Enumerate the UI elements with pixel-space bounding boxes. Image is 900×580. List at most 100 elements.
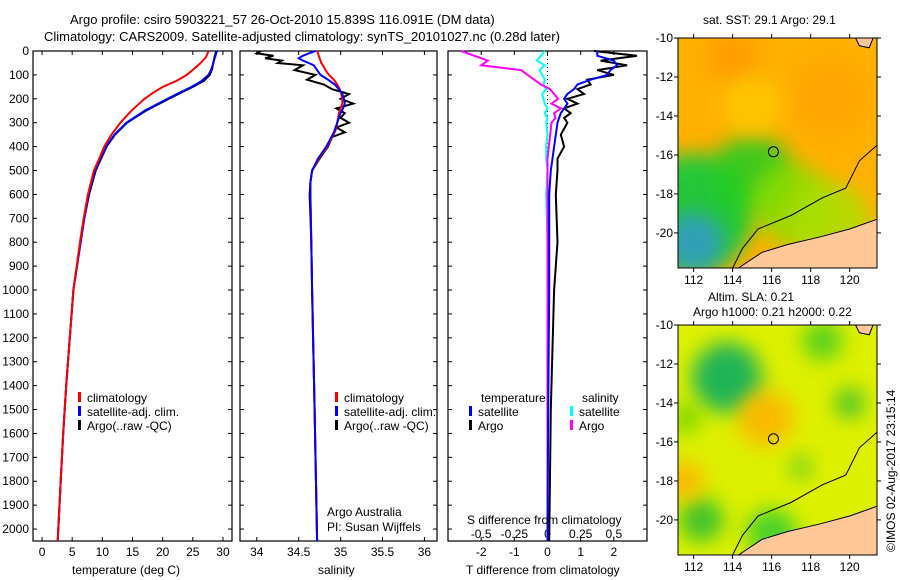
t-satellite-diff-line	[546, 51, 619, 542]
sdiff-tick-label: 0.5	[605, 527, 622, 541]
map-frame	[677, 324, 878, 556]
legend-label: Argo(..raw -QC)	[87, 419, 172, 433]
tdiff-xlabel: T difference from climatology	[466, 563, 620, 577]
y-tick-label: 0	[22, 44, 29, 58]
tdiff-tick-label: 2	[610, 545, 617, 559]
lat-tick-label: -20	[656, 226, 674, 240]
y-tick-label: 1400	[2, 379, 29, 393]
legend-title: temperature	[481, 391, 546, 405]
land-polygon	[854, 38, 874, 49]
map-blob	[678, 460, 704, 501]
sdiff-tick-label: -0.5	[471, 527, 492, 541]
map-blob	[691, 342, 762, 413]
sal-legend: climatology satellite-adj. clim. Argo(..…	[335, 391, 436, 433]
isobath-line	[732, 431, 877, 555]
temperature-line-0	[56, 50, 210, 542]
lat-tick-label: -12	[656, 70, 674, 84]
legend-swatch	[78, 392, 81, 402]
lon-tick-label: 120	[840, 560, 860, 574]
lon-tick-label: 114	[723, 273, 742, 287]
lat-tick-label: -20	[656, 513, 674, 527]
legend-swatch	[570, 420, 573, 430]
temperature-tick-label: 15	[126, 545, 140, 559]
salinity-tick-label: 35.5	[371, 545, 395, 559]
salinity-tick-label: 34	[250, 545, 264, 559]
tdiff-legend: temperature satellite Argo	[469, 391, 546, 433]
t-argo-diff-line	[548, 50, 638, 542]
legend-label: satellite-adj. clim.	[87, 405, 180, 419]
y-tick-label: 400	[9, 140, 29, 154]
lon-tick-label: 112	[684, 273, 703, 287]
legend-item-argo: Argo(..raw -QC)	[78, 419, 179, 433]
salinity-line-2	[253, 50, 357, 542]
legend-swatch	[335, 420, 338, 430]
y-tick-label: 200	[9, 92, 29, 106]
land-polygon	[854, 325, 874, 336]
y-tick-label: 100	[9, 68, 29, 82]
legend-label: climatology	[344, 391, 405, 405]
land-polygon	[737, 505, 877, 555]
map-blob	[834, 387, 865, 418]
sst-map-title: sat. SST: 29.1 Argo: 29.1	[703, 13, 836, 27]
map-blob	[678, 212, 724, 268]
sdiff-tick-label: -0.25	[501, 527, 529, 541]
title-line-2: Climatology: CARS2009. Satellite-adjuste…	[44, 29, 560, 44]
lat-tick-label: -10	[656, 318, 674, 332]
salinity-tick-label: 35	[334, 545, 348, 559]
legend-label: Argo	[478, 419, 504, 433]
isobath-line	[732, 144, 877, 268]
lon-tick-label: 114	[723, 560, 742, 574]
temperature-tick-label: 20	[156, 545, 170, 559]
lat-tick-label: -16	[656, 148, 674, 162]
legend-swatch	[469, 406, 472, 416]
y-tick-label: 700	[9, 211, 29, 225]
s-argo-diff-line	[460, 50, 563, 541]
sdiff-xlabel: S difference from climatology	[467, 513, 622, 527]
lat-tick-label: -18	[656, 187, 674, 201]
argo-location-marker	[767, 146, 779, 158]
map-blob	[678, 403, 701, 434]
y-tick-label: 1700	[2, 450, 29, 464]
lat-tick-label: -14	[656, 109, 674, 123]
sdiff-legend: salinity satellite Argo	[570, 391, 620, 433]
plot-frame	[32, 50, 233, 542]
y-tick-label: 1800	[2, 474, 29, 488]
argo-location-marker	[767, 433, 779, 445]
tdiff-tick-label: 1	[577, 545, 584, 559]
y-tick-label: 1100	[3, 307, 29, 321]
temperature-line-1	[56, 50, 218, 542]
temperature-xlabel: temperature (deg C)	[72, 563, 181, 577]
lat-tick-label: -12	[656, 357, 674, 371]
legend-label: satellite-adj. clim.	[344, 405, 437, 419]
legend-title: salinity	[582, 391, 619, 405]
y-tick-label: 1200	[2, 331, 29, 345]
tdiff-tick-label: -1	[509, 545, 520, 559]
salinity-annotation-1: Argo Australia	[327, 505, 402, 519]
lon-tick-label: 116	[762, 560, 781, 574]
y-tick-label: 1500	[2, 403, 29, 417]
y-tick-label: 1000	[2, 283, 29, 297]
temperature-tick-label: 0	[39, 545, 46, 559]
temperature-tick-label: 5	[69, 545, 76, 559]
y-tick-label: 900	[9, 259, 29, 273]
legend-swatch	[78, 420, 81, 430]
legend-swatch	[469, 420, 472, 430]
lat-tick-label: -10	[656, 31, 674, 45]
lon-tick-label: 118	[801, 560, 820, 574]
legend-label: satellite	[478, 405, 519, 419]
map-blob	[722, 76, 783, 137]
lat-tick-label: -18	[656, 474, 674, 488]
lon-tick-label: 118	[801, 273, 820, 287]
sla-map-field	[678, 325, 877, 555]
y-tick-label: 600	[9, 187, 29, 201]
salinity-line-1	[296, 50, 346, 542]
salinity-tick-label: 36	[418, 545, 432, 559]
title-line-1: Argo profile: csiro 5903221_57 26-Oct-20…	[70, 12, 495, 27]
lon-tick-label: 116	[762, 273, 781, 287]
temperature-tick-label: 30	[216, 545, 230, 559]
legend-item-satellite: satellite-adj. clim.	[78, 405, 179, 419]
legend-item-argo: Argo(..raw -QC)	[335, 419, 436, 433]
sst-map-field	[678, 38, 877, 268]
map-blob	[737, 390, 794, 447]
